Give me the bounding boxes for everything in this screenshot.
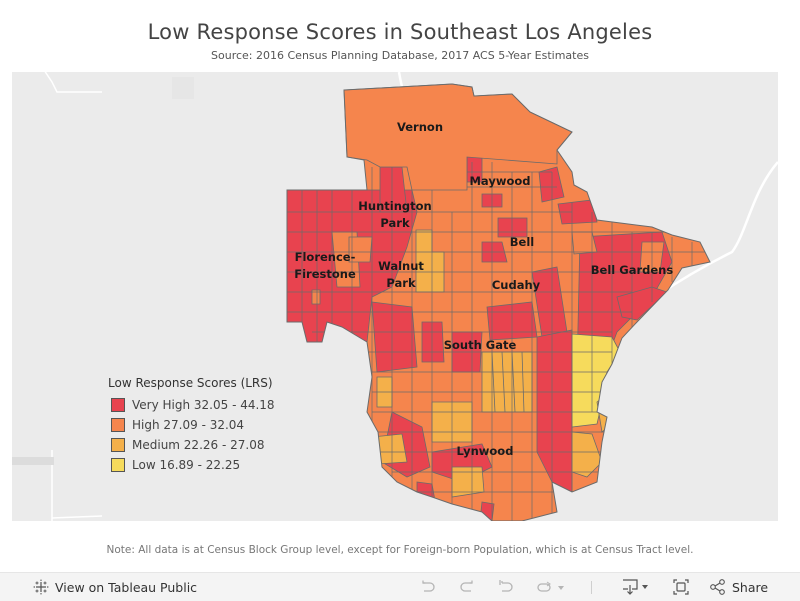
share-label: Share: [732, 579, 769, 595]
revert-icon: [499, 580, 513, 592]
legend-label: Medium 22.26 - 27.08: [132, 438, 265, 452]
undo-button[interactable]: [419, 577, 437, 597]
label-park-2: Park: [386, 276, 416, 290]
toolbar-separator: [591, 581, 592, 594]
legend-swatch: [111, 438, 125, 452]
share-button[interactable]: Share: [709, 577, 768, 597]
label-walnut: Walnut: [378, 259, 424, 273]
label-lynwood: Lynwood: [456, 444, 514, 458]
legend-item-low[interactable]: Low 16.89 - 22.25: [108, 455, 275, 475]
label-cudahy: Cudahy: [491, 278, 541, 292]
share-icon: [710, 579, 725, 595]
map-legend: Low Response Scores (LRS) Very High 32.0…: [108, 376, 275, 475]
label-bell: Bell: [509, 235, 535, 249]
view-on-tableau-label: View on Tableau Public: [55, 579, 198, 595]
download-button[interactable]: [620, 577, 652, 597]
view-on-tableau-link[interactable]: View on Tableau Public: [33, 579, 197, 595]
basemap-feature: [12, 457, 54, 465]
legend-label: High 27.09 - 32.04: [132, 418, 245, 432]
label-firestone: Firestone: [294, 267, 356, 281]
legend-swatch: [111, 458, 125, 472]
redo-button[interactable]: [458, 577, 476, 597]
caret-down-icon: [642, 585, 648, 589]
study-area-outline: [286, 83, 711, 521]
label-maywood: Maywood: [469, 174, 531, 188]
choropleth-map[interactable]: Vernon Maywood Huntington Park Bell Flor…: [12, 72, 778, 521]
legend-swatch: [111, 398, 125, 412]
legend-item-high[interactable]: High 27.09 - 32.04: [108, 415, 275, 435]
undo-icon: [422, 580, 435, 592]
legend-item-very-high[interactable]: Very High 32.05 - 44.18: [108, 395, 275, 415]
label-huntington-park: Huntington Park: [357, 198, 433, 232]
download-icon: [623, 579, 648, 595]
label-florence: Florence-: [294, 250, 356, 264]
legend-item-medium[interactable]: Medium 22.26 - 27.08: [108, 435, 275, 455]
legend-swatch: [111, 418, 125, 432]
label-vernon: Vernon: [396, 120, 444, 134]
fullscreen-button[interactable]: [671, 577, 691, 597]
label-huntington: Huntington: [358, 199, 432, 213]
legend-label: Very High 32.05 - 44.18: [132, 398, 275, 412]
dashboard-title: Low Response Scores in Southeast Los Ang…: [147, 20, 653, 44]
label-florence-firestone: Florence- Firestone: [292, 249, 358, 283]
label-bell-gardens: Bell Gardens: [590, 263, 674, 277]
refresh-icon: [537, 581, 564, 592]
fullscreen-icon: [673, 579, 689, 595]
legend-title: Low Response Scores (LRS): [108, 376, 273, 390]
footnote: Note: All data is at Census Block Group …: [106, 544, 694, 556]
refresh-button[interactable]: [536, 577, 566, 597]
revert-button[interactable]: [497, 577, 515, 597]
basemap-feature: [172, 77, 194, 99]
dashboard-subtitle: Source: 2016 Census Planning Database, 2…: [211, 49, 589, 62]
redo-icon: [460, 580, 473, 592]
caret-down-icon: [558, 586, 564, 590]
map-canvas[interactable]: [12, 72, 778, 521]
label-south-gate: South Gate: [443, 338, 517, 352]
tableau-toolbar: View on Tableau Public: [0, 572, 800, 601]
label-walnut-park: Walnut Park: [376, 258, 426, 292]
legend-label: Low 16.89 - 22.25: [132, 458, 241, 472]
label-park: Park: [380, 216, 410, 230]
tableau-logo-icon: [33, 579, 49, 595]
